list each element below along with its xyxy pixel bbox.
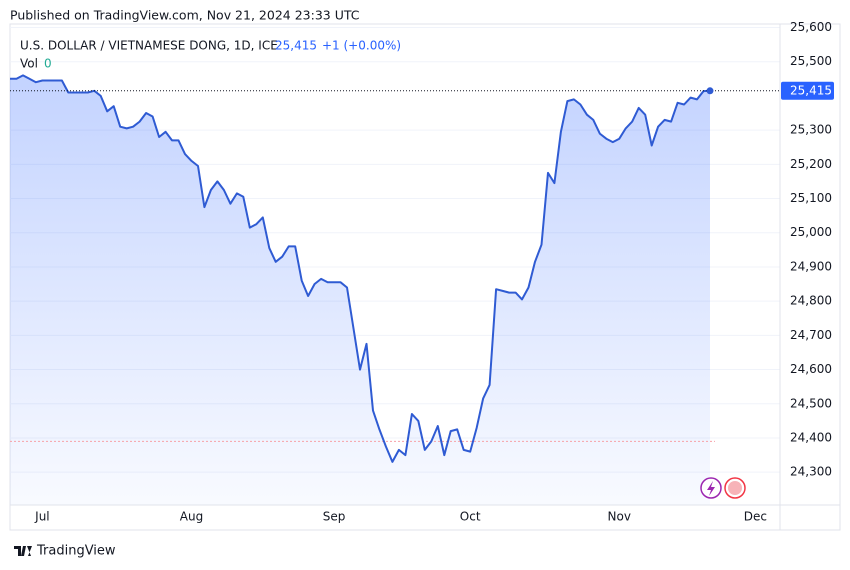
published-note: Published on TradingView.com, Nov 21, 20… <box>10 8 360 23</box>
x-tick-label: Dec <box>744 510 767 524</box>
x-tick-label: Jul <box>34 510 49 524</box>
y-tick-label: 25,100 <box>790 191 832 205</box>
y-tick-label: 24,300 <box>790 465 832 479</box>
vol-label: Vol <box>20 57 38 71</box>
y-tick-label: 24,700 <box>790 328 832 342</box>
x-tick-label: Oct <box>460 510 481 524</box>
x-tick-label: Nov <box>608 510 631 524</box>
y-tick-label: 24,400 <box>790 430 832 444</box>
brand-logo <box>14 546 32 556</box>
legend-change: +1 (+0.00%) <box>322 39 401 53</box>
x-tick-label: Sep <box>323 510 346 524</box>
y-tick-label: 25,300 <box>790 123 832 137</box>
price-line <box>10 74 711 463</box>
event-icon-bolt <box>707 481 715 496</box>
y-tick-label: 25,500 <box>790 54 832 68</box>
y-tick-label: 24,800 <box>790 294 832 308</box>
symbol-title: U.S. DOLLAR / VIETNAMESE DONG, 1D, ICE <box>20 39 278 53</box>
legend-price: 25,415 <box>275 39 317 53</box>
price-label: 25,415 <box>790 83 832 97</box>
last-point <box>706 87 714 95</box>
y-tick-label: 25,600 <box>790 20 832 34</box>
x-tick-label: Aug <box>180 510 203 524</box>
y-tick-label: 25,000 <box>790 225 832 239</box>
brand-name: TradingView <box>36 544 116 559</box>
y-tick-label: 24,900 <box>790 259 832 273</box>
y-tick-label: 25,200 <box>790 157 832 171</box>
price-label-box <box>781 81 834 100</box>
flag-icon-inner <box>728 481 742 495</box>
area-fill <box>10 75 710 506</box>
vol-value: 0 <box>44 57 52 71</box>
y-tick-label: 24,600 <box>790 362 832 376</box>
y-tick-label: 24,500 <box>790 396 832 410</box>
